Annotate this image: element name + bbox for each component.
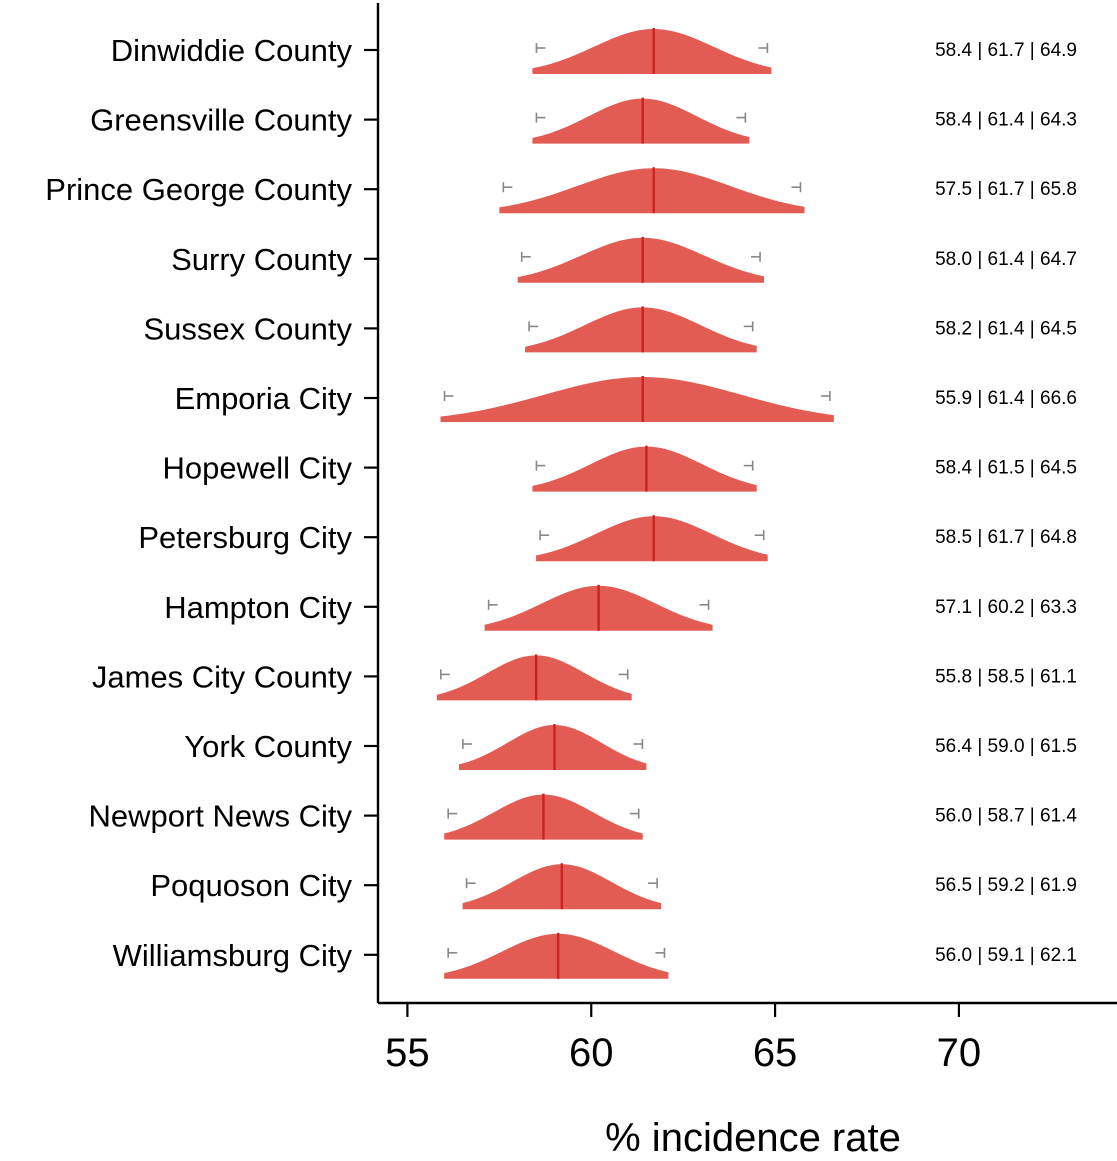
row-group: Poquoson City 56.5 | 59.2 | 61.9 [150, 863, 1077, 910]
value-label: 58.4 | 61.4 | 64.3 [935, 110, 1077, 131]
row-label: Williamsburg City [113, 938, 353, 973]
value-label: 56.5 | 59.2 | 61.9 [935, 875, 1077, 896]
density-shape [444, 933, 669, 979]
density-shape [458, 725, 647, 770]
row-label: Petersburg City [138, 520, 352, 555]
x-tick-label: 65 [753, 1031, 798, 1075]
row-label: Sussex County [144, 311, 353, 346]
density-shape [436, 655, 632, 701]
value-label: 58.0 | 61.4 | 64.7 [935, 249, 1077, 270]
density-shape [440, 377, 834, 422]
value-label: 58.2 | 61.4 | 64.5 [935, 318, 1077, 339]
row-label: Prince George County [45, 172, 352, 207]
row-label: Hopewell City [162, 451, 352, 486]
density-shape [532, 98, 750, 144]
value-label: 57.1 | 60.2 | 63.3 [935, 597, 1077, 618]
row-group: Prince George County 57.5 | 61.7 | 65.8 [45, 167, 1077, 214]
value-label: 58.5 | 61.7 | 64.8 [935, 527, 1077, 548]
row-group: Newport News City 56.0 | 58.7 | 61.4 [88, 793, 1077, 840]
value-label: 56.0 | 58.7 | 61.4 [935, 806, 1077, 827]
density-shape [536, 516, 768, 562]
row-group: Williamsburg City 56.0 | 59.1 | 62.1 [113, 932, 1077, 979]
row-group: York County 56.4 | 59.0 | 61.5 [184, 724, 1077, 770]
value-label: 55.9 | 61.4 | 66.6 [935, 388, 1077, 409]
row-group: Sussex County 58.2 | 61.4 | 64.5 [144, 306, 1077, 353]
value-label: 56.0 | 59.1 | 62.1 [935, 945, 1077, 966]
row-label: James City County [92, 659, 353, 694]
row-label: Emporia City [175, 381, 353, 416]
x-tick-label: 55 [385, 1031, 430, 1075]
row-label: Newport News City [88, 799, 352, 834]
row-label: Greensville County [90, 103, 352, 138]
row-group: Emporia City 55.9 | 61.4 | 66.6 [175, 376, 1077, 422]
row-label: Poquoson City [150, 868, 352, 903]
row-label: Dinwiddie County [111, 33, 353, 68]
density-shape [532, 446, 757, 492]
value-label: 58.4 | 61.7 | 64.9 [935, 40, 1077, 61]
row-label: York County [184, 729, 352, 764]
x-axis-title: % incidence rate [605, 1116, 901, 1160]
value-label: 55.8 | 58.5 | 61.1 [935, 666, 1077, 687]
value-label: 56.4 | 59.0 | 61.5 [935, 736, 1077, 757]
axis-layer: 55 60 65 70 [376, 3, 1117, 1075]
row-group: Hampton City 57.1 | 60.2 | 63.3 [164, 584, 1077, 631]
x-tick-label: 70 [937, 1031, 982, 1075]
density-shape [525, 307, 757, 353]
value-label: 57.5 | 61.7 | 65.8 [935, 179, 1077, 200]
row-group: James City County 55.8 | 58.5 | 61.1 [92, 654, 1077, 701]
row-group: Petersburg City 58.5 | 61.7 | 64.8 [138, 515, 1077, 562]
density-shape [532, 29, 772, 74]
rows-layer: Dinwiddie County 58.4 | 61.7 | 64.9 Greens… [45, 28, 1077, 979]
row-group: Hopewell City 58.4 | 61.5 | 64.5 [162, 445, 1077, 492]
density-shape [517, 237, 765, 283]
row-group: Greensville County 58.4 | 61.4 | 64.3 [90, 97, 1077, 144]
x-tick-label: 60 [569, 1031, 614, 1075]
value-label: 58.4 | 61.5 | 64.5 [935, 458, 1077, 479]
row-label: Hampton City [164, 590, 352, 625]
row-group: Dinwiddie County 58.4 | 61.7 | 64.9 [111, 28, 1077, 74]
row-label: Surry County [171, 242, 352, 277]
density-shape [499, 168, 805, 214]
row-group: Surry County 58.0 | 61.4 | 64.7 [171, 236, 1077, 283]
